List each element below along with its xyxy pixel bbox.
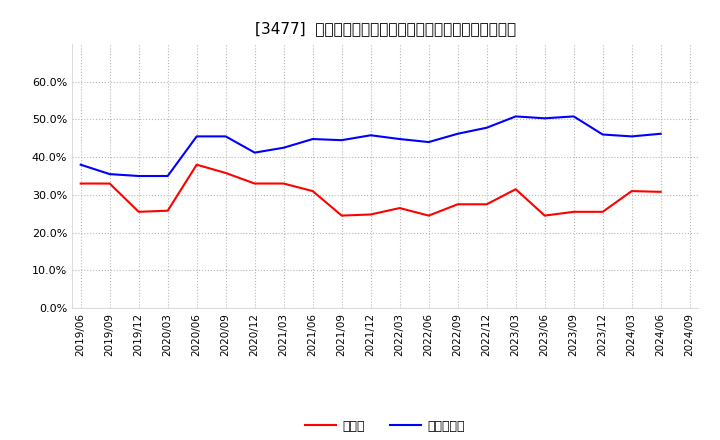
現預金: [308, 188, 317, 194]
Line: 有利子負債: 有利子負債: [81, 117, 661, 176]
現預金: [366, 212, 375, 217]
現預金: [598, 209, 607, 214]
有利子負債: [454, 131, 462, 136]
有利子負債: [657, 131, 665, 136]
現預金: [454, 202, 462, 207]
現預金: [511, 187, 520, 192]
現預金: [657, 189, 665, 194]
有利子負債: [308, 136, 317, 142]
現預金: [221, 170, 230, 176]
有利子負債: [251, 150, 259, 155]
現預金: [105, 181, 114, 186]
有利子負債: [105, 172, 114, 177]
現預金: [541, 213, 549, 218]
有利子負債: [598, 132, 607, 137]
現預金: [251, 181, 259, 186]
有利子負債: [541, 116, 549, 121]
有利子負債: [627, 134, 636, 139]
有利子負債: [221, 134, 230, 139]
現預金: [135, 209, 143, 214]
有利子負債: [395, 136, 404, 142]
現預金: [627, 188, 636, 194]
現預金: [424, 213, 433, 218]
現預金: [395, 205, 404, 211]
Title: [3477]  現預金、有利子負債の総資産に対する比率の推移: [3477] 現預金、有利子負債の総資産に対する比率の推移: [255, 21, 516, 36]
有利子負債: [192, 134, 201, 139]
現預金: [338, 213, 346, 218]
有利子負債: [135, 173, 143, 179]
有利子負債: [279, 145, 288, 150]
有利子負債: [163, 173, 172, 179]
有利子負債: [511, 114, 520, 119]
現預金: [163, 208, 172, 213]
現預金: [192, 162, 201, 167]
現預金: [76, 181, 85, 186]
有利子負債: [424, 139, 433, 145]
有利子負債: [482, 125, 491, 130]
有利子負債: [338, 138, 346, 143]
Line: 現預金: 現預金: [81, 165, 661, 216]
現預金: [279, 181, 288, 186]
有利子負債: [570, 114, 578, 119]
Legend: 現預金, 有利子負債: 現預金, 有利子負債: [300, 414, 470, 437]
現預金: [482, 202, 491, 207]
現預金: [570, 209, 578, 214]
有利子負債: [76, 162, 85, 167]
有利子負債: [366, 132, 375, 138]
